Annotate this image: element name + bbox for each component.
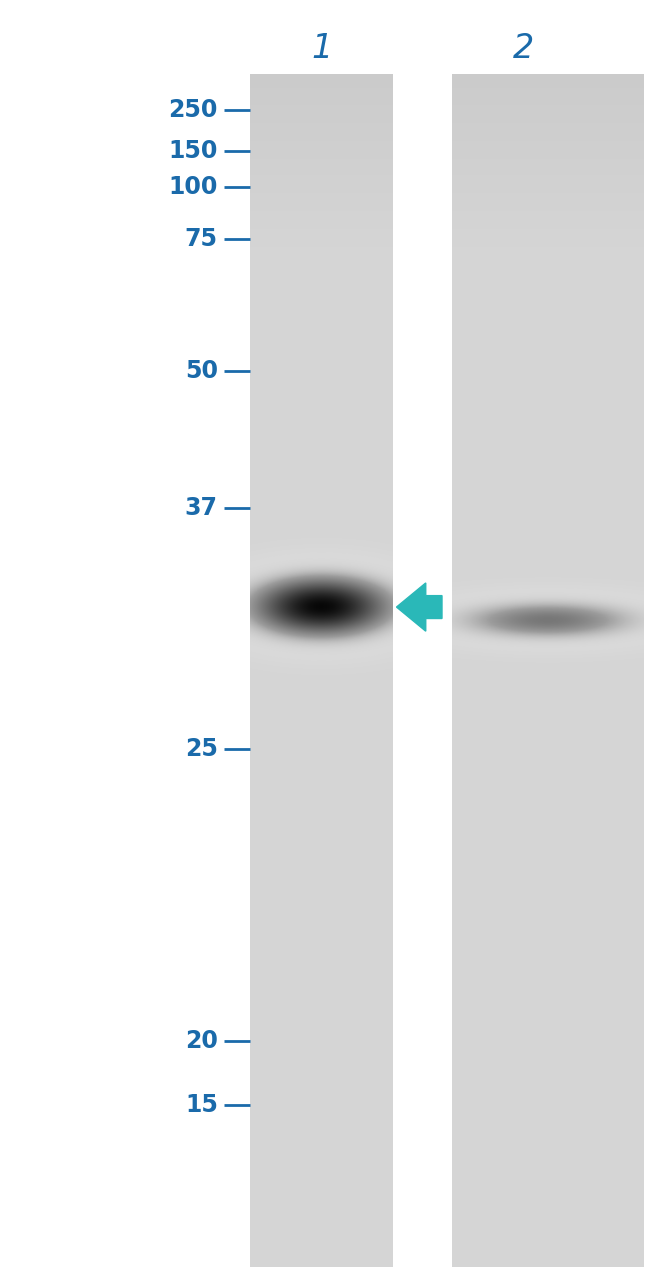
Text: 2: 2: [513, 32, 534, 65]
Text: 20: 20: [185, 1030, 218, 1053]
Text: 25: 25: [185, 738, 218, 761]
Text: 100: 100: [168, 175, 218, 198]
Text: 250: 250: [168, 99, 218, 122]
FancyArrow shape: [396, 583, 442, 631]
Text: 1: 1: [311, 32, 332, 65]
Text: 37: 37: [185, 497, 218, 519]
Text: 75: 75: [185, 227, 218, 250]
Text: 50: 50: [185, 359, 218, 382]
Text: 150: 150: [168, 140, 218, 163]
Text: 15: 15: [185, 1093, 218, 1116]
